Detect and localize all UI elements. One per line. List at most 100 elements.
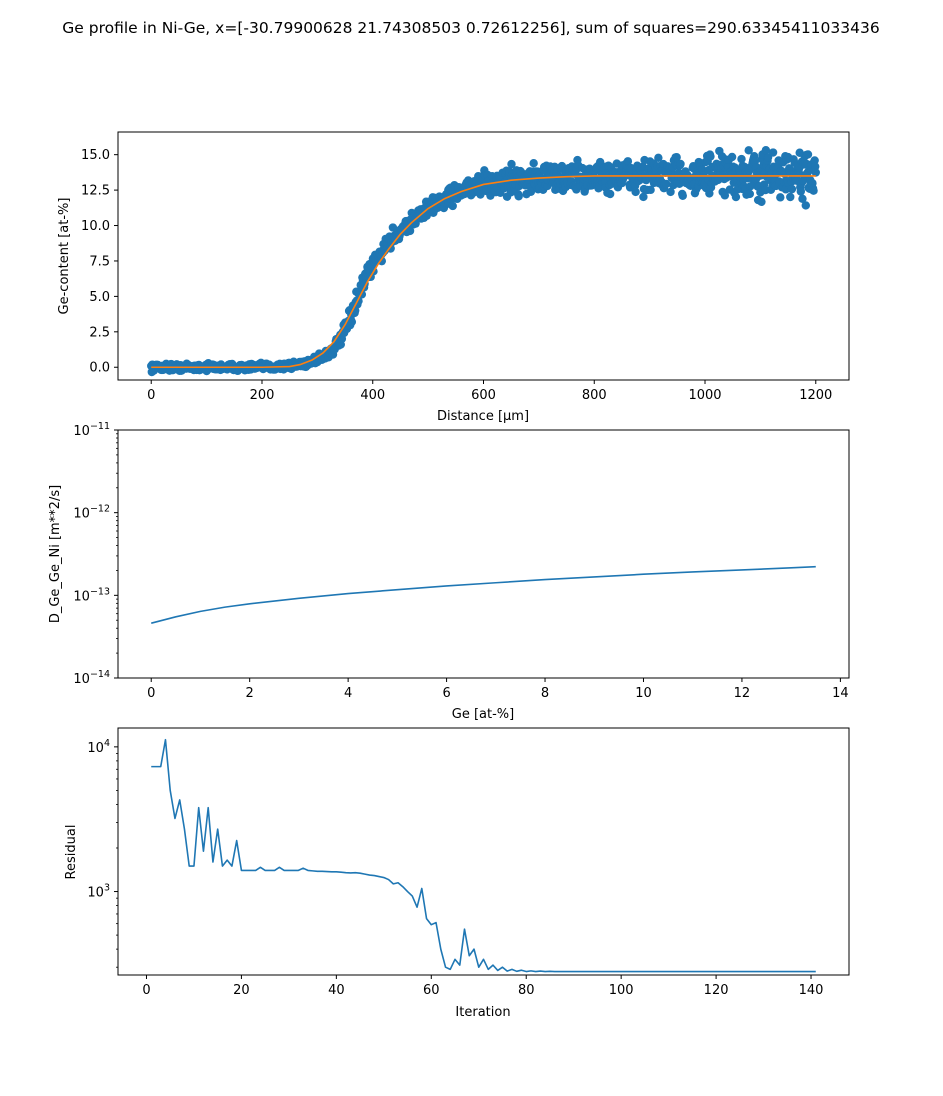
profile-x-ticks: 0 200 400 600 800 1000 1200 [147,380,832,403]
profile-data-point [526,187,536,196]
residual-series-line [151,738,816,973]
profile-data-point [646,185,655,195]
residual-x-axis-label: Iteration [455,1005,510,1020]
profile-data-point [727,152,737,162]
diffusion-plot-frame [117,429,850,679]
diffusion-y-tick-exponent: −14 [90,669,110,680]
profile-data-point [623,157,633,166]
diffusion-series-line [151,565,816,624]
residual-x-tick-label: 0 [142,983,150,998]
profile-y-tick-label: 10.0 [81,219,110,234]
profile-data-point [666,187,675,197]
diffusion-x-axis-label: Ge [at-%] [452,707,514,722]
diffusion-y-tick-base: 10 [73,424,90,439]
profile-data-point [746,182,755,191]
diffusion-y-tick-label: 10−11 [73,421,110,439]
profile-x-tick-label: 1200 [799,388,832,403]
profile-x-tick-label: 600 [471,388,496,403]
residual-x-tick-label: 140 [799,983,824,998]
diffusion-x-tick-label: 14 [832,686,849,701]
diffusion-y-tick-label: 10−12 [73,504,110,522]
residual-marks [151,738,816,973]
profile-marks [147,145,820,377]
diffusion-y-tick-exponent: −13 [90,586,110,597]
profile-y-ticks: 0.0 2.5 5.0 7.5 10.0 12.5 15.0 [81,148,118,376]
profile-data-point [796,187,806,196]
diffusion-y-axis-label: D_Ge_Ge_Ni [m**2/s] [48,485,63,623]
diffusion-y-tick-base: 10 [73,507,90,522]
profile-data-point [507,159,516,169]
diffusion-y-tick-label: 10−13 [73,586,110,604]
residual-y-axis-label: Residual [64,825,79,880]
profile-data-point [803,150,813,159]
profile-plot: 0 200 400 600 800 1000 1200 0.0 2.5 5.0 7.5 10.0 12… [57,131,850,424]
diffusion-plot-area [151,565,816,624]
diffusion-y-tick-base: 10 [73,672,90,687]
profile-data-point [761,145,771,155]
profile-fit-line [151,175,816,369]
profile-data-point [786,192,795,202]
profile-data-point [676,159,685,169]
diffusion-x-tick-label: 12 [734,686,751,701]
profile-data-point [810,156,819,165]
profile-data-point [654,153,663,163]
profile-data-point [801,201,810,210]
residual-y-tick-base: 10 [87,886,104,901]
diffusion-x-tick-label: 0 [147,686,155,701]
profile-data-point [661,179,671,189]
diffusion-x-ticks: 0 2 4 6 8 10 12 14 [147,678,849,701]
residual-x-tick-label: 120 [704,983,729,998]
profile-data-point [631,187,640,197]
profile-y-tick-label: 12.5 [81,184,110,199]
diffusion-x-tick-label: 6 [442,686,450,701]
residual-plot-area [151,738,816,973]
residual-x-tick-label: 60 [423,983,440,998]
profile-data-point [737,154,746,164]
diffusion-y-tick-exponent: −12 [90,504,110,515]
diffusion-marks [151,565,816,624]
profile-y-tick-label: 2.5 [89,325,110,340]
profile-data-point [377,256,386,266]
profile-data-point [757,197,766,206]
residual-y-tick-exponent: 3 [104,883,110,894]
profile-data-point [347,317,357,327]
residual-x-tick-label: 20 [233,983,250,998]
profile-data-point [745,189,755,199]
profile-x-axis-label: Distance [µm] [437,409,529,424]
profile-y-axis-label: Ge-content [at-%] [57,198,72,315]
profile-data-point [529,159,538,168]
profile-data-point [672,153,681,162]
profile-data-point [678,191,687,200]
residual-x-tick-label: 100 [609,983,634,998]
residual-x-tick-label: 80 [518,983,535,998]
residual-y-tick-exponent: 4 [104,738,110,749]
profile-x-tick-label: 400 [360,388,385,403]
profile-data-point [811,168,820,177]
residual-x-tick-label: 40 [328,983,345,998]
residual-y-tick-base: 10 [87,741,104,756]
profile-x-tick-label: 200 [250,388,275,403]
diffusion-x-tick-label: 2 [246,686,254,701]
profile-data-point [809,186,818,195]
profile-data-point [405,226,415,236]
profile-data-point [514,192,523,201]
diffusion-y-tick-base: 10 [73,589,90,604]
profile-data-point [605,189,615,199]
profile-data-point [706,152,715,161]
profile-x-tick-label: 800 [582,388,607,403]
profile-x-tick-label: 1000 [688,388,721,403]
profile-data-point [776,193,785,202]
profile-y-tick-label: 0.0 [89,361,110,376]
profile-x-tick-label: 0 [147,388,155,403]
residual-x-ticks: 0 20 40 60 80 100 120 140 [142,975,823,998]
profile-data-point [744,146,753,155]
profile-data-point [781,185,791,194]
diffusion-y-tick-exponent: −11 [90,421,110,432]
diffusion-x-tick-label: 8 [541,686,549,701]
residual-plot-frame [117,727,850,976]
profile-data-point [639,192,648,202]
